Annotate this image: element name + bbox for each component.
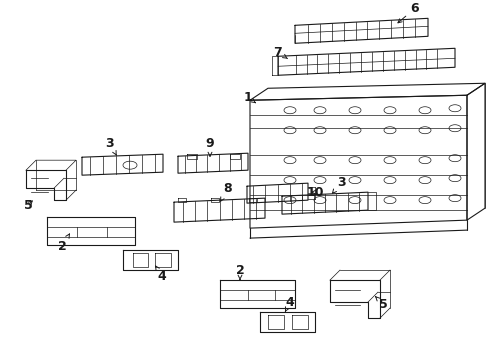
Text: 5: 5 [375,297,386,311]
Text: 5: 5 [23,199,32,212]
Text: 3: 3 [332,176,346,193]
Text: 9: 9 [205,137,214,156]
Text: 4: 4 [155,266,166,283]
Text: 10: 10 [305,186,323,199]
Text: 3: 3 [105,137,116,155]
Text: 2: 2 [58,234,69,253]
Text: 8: 8 [220,182,232,201]
Text: 6: 6 [397,2,418,23]
Text: 7: 7 [273,46,287,59]
Text: 4: 4 [285,296,294,311]
Text: 1: 1 [243,91,255,104]
Text: 2: 2 [235,264,244,279]
